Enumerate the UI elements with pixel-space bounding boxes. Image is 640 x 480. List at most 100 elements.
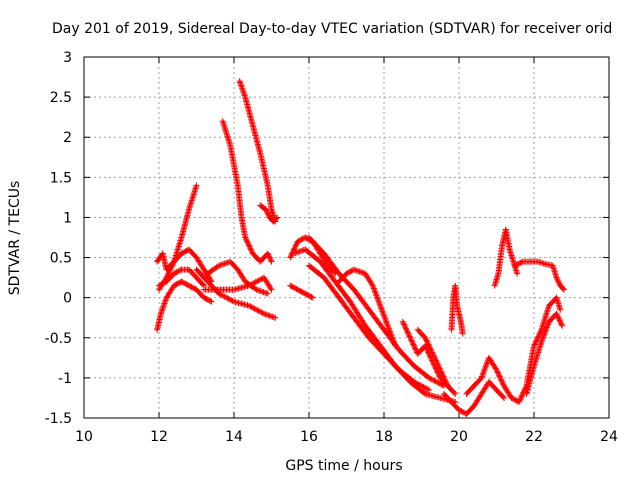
data-point [377, 304, 384, 311]
data-point [493, 366, 500, 373]
data-point [351, 266, 357, 273]
data-point [556, 317, 563, 324]
data-point [435, 362, 442, 369]
data-point [558, 321, 565, 328]
data-point [243, 237, 250, 244]
data-point [517, 394, 524, 401]
data-point [432, 356, 439, 363]
data-point [431, 354, 438, 361]
y-tick-label: 0 [63, 291, 72, 307]
data-point [252, 285, 259, 292]
data-point [375, 296, 382, 303]
data-point [494, 368, 501, 375]
data-point [158, 309, 165, 316]
data-point [427, 346, 434, 353]
data-point [256, 287, 263, 294]
data-point [356, 268, 363, 275]
data-point [228, 297, 235, 304]
data-point [518, 259, 525, 266]
data-point [433, 358, 440, 365]
data-point [437, 368, 444, 375]
data-point [428, 376, 435, 383]
series-wave-18.5 [399, 318, 451, 389]
data-point [497, 376, 504, 383]
data-point [561, 286, 567, 293]
data-point [536, 332, 542, 339]
data-point [177, 267, 184, 274]
data-point [436, 364, 442, 371]
data-point [208, 298, 215, 305]
series-late-flat [512, 258, 567, 293]
data-point [287, 254, 294, 261]
series-early-mid [156, 266, 207, 289]
data-point [406, 332, 412, 339]
data-point [370, 285, 377, 292]
data-point [264, 210, 271, 217]
data-point [368, 281, 375, 288]
data-point [410, 341, 417, 348]
data-point [381, 312, 387, 319]
data-point [207, 298, 214, 305]
data-point [519, 392, 526, 399]
series-recover-22 [516, 294, 564, 405]
data-point [296, 248, 303, 255]
data-point [295, 249, 302, 256]
data-point [404, 328, 411, 335]
data-point [401, 321, 407, 328]
data-point [264, 209, 271, 216]
data-point [425, 341, 432, 348]
data-point [412, 379, 419, 386]
x-tick-label: 18 [375, 429, 393, 445]
data-point [246, 243, 253, 250]
data-point [540, 334, 547, 341]
data-point [514, 270, 521, 277]
data-point [482, 363, 489, 370]
data-point [390, 337, 397, 344]
data-point [358, 269, 365, 276]
data-point [556, 316, 562, 323]
data-point [352, 267, 359, 274]
data-point [309, 294, 316, 301]
data-point [426, 374, 432, 381]
data-point [308, 293, 315, 300]
data-point [499, 393, 506, 400]
data-point [539, 337, 546, 344]
data-point [241, 91, 248, 98]
data-point [199, 281, 206, 288]
data-point [483, 360, 490, 367]
y-tick-label: 2.5 [50, 90, 72, 106]
data-point [246, 282, 252, 289]
data-point [557, 318, 564, 325]
data-point [422, 334, 429, 341]
y-tick-label: -0.5 [45, 331, 72, 347]
data-point [382, 317, 389, 324]
data-point [434, 361, 441, 368]
data-point [481, 366, 488, 373]
data-point [254, 287, 261, 294]
data-point [541, 331, 548, 338]
data-point [497, 374, 504, 381]
data-point [268, 286, 275, 293]
data-point [224, 295, 231, 302]
data-point [247, 303, 254, 310]
data-point [161, 300, 168, 307]
data-point [266, 254, 273, 261]
data-point [482, 364, 489, 371]
data-point [162, 296, 169, 303]
data-point [517, 396, 524, 403]
data-point [391, 339, 398, 346]
data-point [264, 250, 271, 257]
data-point [392, 342, 399, 349]
data-point [544, 323, 551, 330]
data-point [376, 301, 383, 308]
data-point [439, 372, 446, 379]
series-late-21 [491, 226, 521, 289]
data-point [554, 313, 561, 320]
series-descent-b [306, 262, 432, 393]
data-point [267, 285, 274, 292]
data-point [426, 344, 433, 351]
data-point [252, 306, 259, 313]
data-point [439, 370, 446, 377]
data-point [428, 348, 435, 355]
data-point [268, 258, 275, 265]
